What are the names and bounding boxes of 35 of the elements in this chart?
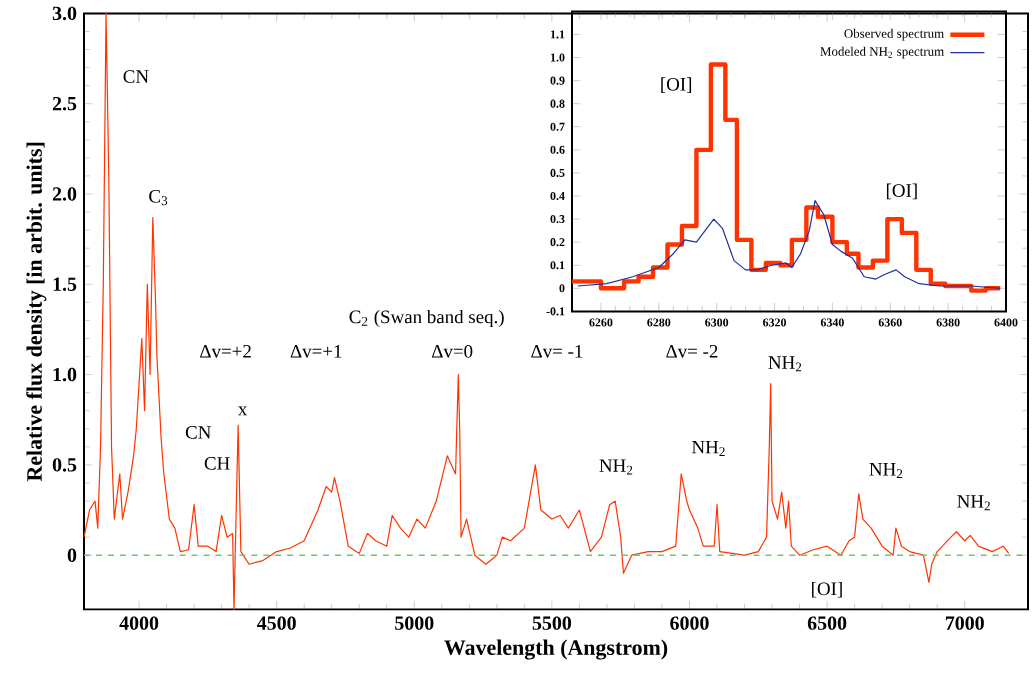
y-tick-label: 1.0 — [53, 368, 77, 382]
annotation: Δv=+1 — [290, 345, 342, 358]
y-tick-label: 2.5 — [52, 97, 77, 111]
x-tick-label: 7000 — [945, 616, 984, 631]
annotation: NH$_{2}$ — [599, 459, 633, 475]
y-tick-label: 1.5 — [53, 277, 77, 292]
y-tick-label: 0.5 — [52, 458, 77, 472]
y-tick-label: 0 — [67, 548, 77, 563]
annotation: NH$_{2}$ — [869, 463, 903, 479]
x-axis-title: Wavelength (Angstrom) — [444, 639, 668, 660]
x-tick-label: 6000 — [670, 616, 709, 631]
annotation: CN — [123, 70, 149, 84]
annotation: x — [238, 406, 248, 416]
annotation: Δv= -1 — [531, 345, 583, 358]
annotation: Δv=+2 — [200, 345, 251, 358]
annotation: [OI] — [812, 582, 842, 598]
x-tick-label: 6500 — [807, 616, 847, 631]
y-tick-label: 2.0 — [52, 187, 77, 202]
annotation: NH$_{2}$ — [691, 441, 725, 457]
x-tick-label: 5500 — [532, 616, 572, 631]
annotation: CH — [204, 457, 230, 471]
annotation: CN — [185, 426, 211, 440]
annotation: C$_{2}$ (Swan band seq.) — [349, 310, 504, 328]
x-tick-label: 4000 — [119, 616, 159, 631]
annotation: NH$_{2}$ — [768, 356, 802, 372]
annotation: NH$_{2}$ — [957, 495, 990, 511]
y-axis-title: Relative flux density [in arbit. units] — [26, 143, 47, 482]
y-tick-label: 3.0 — [52, 6, 77, 21]
annotation: Δv= -2 — [666, 345, 718, 358]
annotation: [OI] — [661, 77, 692, 94]
x-tick-label: 5000 — [395, 616, 434, 631]
x-tick-label: 4500 — [257, 616, 296, 631]
annotation: [OI] — [886, 183, 917, 200]
annotation: Δv=0 — [432, 345, 473, 359]
annotation: C$_{3}$ — [149, 190, 168, 206]
